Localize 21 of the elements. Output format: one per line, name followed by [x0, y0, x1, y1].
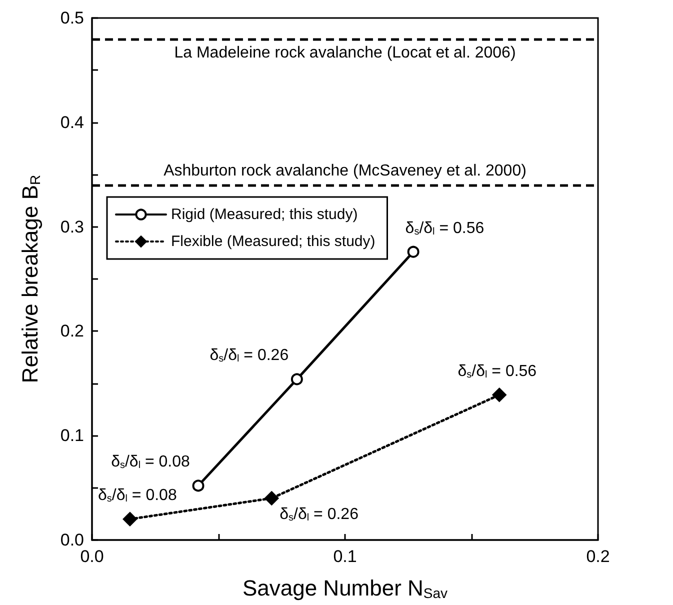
legend-label: Rigid (Measured; this study)	[171, 206, 358, 224]
point	[264, 491, 279, 506]
point	[290, 373, 303, 386]
ref-line-label: La Madeleine rock avalanche (Locat et al. 2006)	[174, 44, 516, 62]
y-tick-label: 0.0	[60, 530, 84, 550]
x-axis-title: Savage Number NSav	[242, 576, 448, 601]
point	[192, 480, 204, 492]
y-tick-label: 0.2	[60, 322, 84, 341]
point	[407, 246, 420, 258]
ref-line-label: Ashburton rock avalanche (McSaveney et al. 2000)	[164, 162, 526, 180]
point	[122, 512, 137, 526]
point	[492, 388, 506, 402]
legend-label: Flexible (Measured; this study)	[171, 233, 376, 250]
x-tick-label: 0.0	[80, 547, 104, 566]
y-axis-title: Relative breakage BR	[18, 174, 43, 384]
y-tick-label: 0.3	[60, 217, 84, 236]
x-tick-label: 0.2	[586, 547, 610, 566]
y-tick-label: 0.4	[60, 112, 84, 132]
x-tick-label: 0.1	[333, 547, 357, 566]
y-tick-label: 0.1	[60, 426, 84, 446]
y-tick-label: 0.5	[60, 8, 84, 28]
